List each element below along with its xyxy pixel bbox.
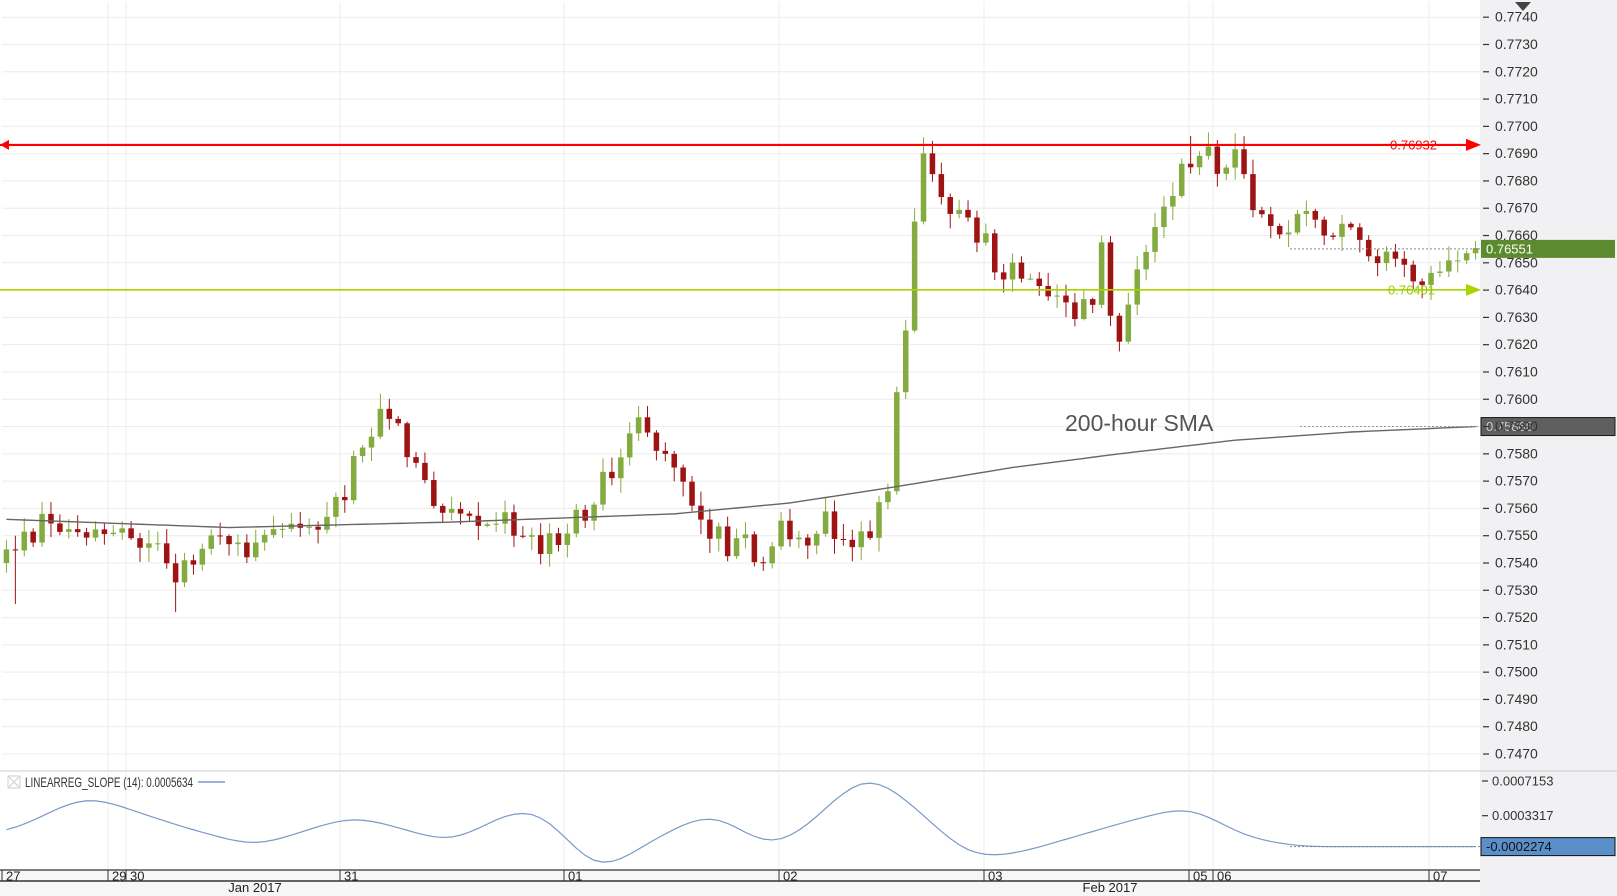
svg-text:0.7660: 0.7660 [1495,227,1538,243]
svg-text:0.7700: 0.7700 [1495,118,1538,134]
svg-text:0.7620: 0.7620 [1495,336,1538,352]
svg-text:0.7500: 0.7500 [1495,664,1538,680]
svg-text:0.7640: 0.7640 [1495,282,1538,298]
svg-text:0.7480: 0.7480 [1495,718,1538,734]
svg-text:0.7670: 0.7670 [1495,200,1538,216]
svg-text:0.7470: 0.7470 [1495,746,1538,762]
svg-text:06: 06 [1217,869,1231,884]
svg-text:0.7560: 0.7560 [1495,500,1538,516]
svg-text:0.7600: 0.7600 [1495,391,1538,407]
svg-text:Feb 2017: Feb 2017 [1083,880,1138,895]
svg-text:0.76932: 0.76932 [1390,137,1437,152]
svg-text:29: 29 [112,869,126,884]
svg-text:0.7530: 0.7530 [1495,582,1538,598]
svg-text:0.7650: 0.7650 [1495,254,1538,270]
svg-text:0.7680: 0.7680 [1495,172,1538,188]
svg-text:0.7510: 0.7510 [1495,636,1538,652]
svg-text:0.7740: 0.7740 [1495,9,1538,25]
svg-text:0.7630: 0.7630 [1495,309,1538,325]
svg-text:0.0007153: 0.0007153 [1492,773,1553,788]
svg-text:07: 07 [1433,869,1447,884]
svg-text:Jan 2017: Jan 2017 [228,880,282,895]
svg-text:200-hour SMA: 200-hour SMA [1065,410,1214,436]
svg-text:03: 03 [988,869,1002,884]
svg-text:30: 30 [130,869,144,884]
svg-text:0.7590: 0.7590 [1495,418,1538,434]
svg-text:0.7490: 0.7490 [1495,691,1538,707]
svg-text:01: 01 [568,869,582,884]
svg-text:0.7690: 0.7690 [1495,145,1538,161]
svg-text:0.7550: 0.7550 [1495,527,1538,543]
svg-text:0.7520: 0.7520 [1495,609,1538,625]
svg-text:31: 31 [344,869,358,884]
svg-text:0.7730: 0.7730 [1495,36,1538,52]
svg-text:-0.0002274: -0.0002274 [1486,839,1552,854]
svg-text:0.0003317: 0.0003317 [1492,808,1553,823]
svg-text:27: 27 [6,869,20,884]
svg-text:05: 05 [1193,869,1207,884]
svg-text:0.7570: 0.7570 [1495,473,1538,489]
svg-text:0.7720: 0.7720 [1495,63,1538,79]
svg-text:0.7580: 0.7580 [1495,445,1538,461]
svg-text:0.7610: 0.7610 [1495,363,1538,379]
svg-text:0.7710: 0.7710 [1495,91,1538,107]
svg-text:LINEARREG_SLOPE (14): 0.000563: LINEARREG_SLOPE (14): 0.0005634 [25,774,193,790]
svg-text:0.7540: 0.7540 [1495,555,1538,571]
svg-text:02: 02 [783,869,797,884]
svg-text:0.76401: 0.76401 [1388,282,1435,297]
